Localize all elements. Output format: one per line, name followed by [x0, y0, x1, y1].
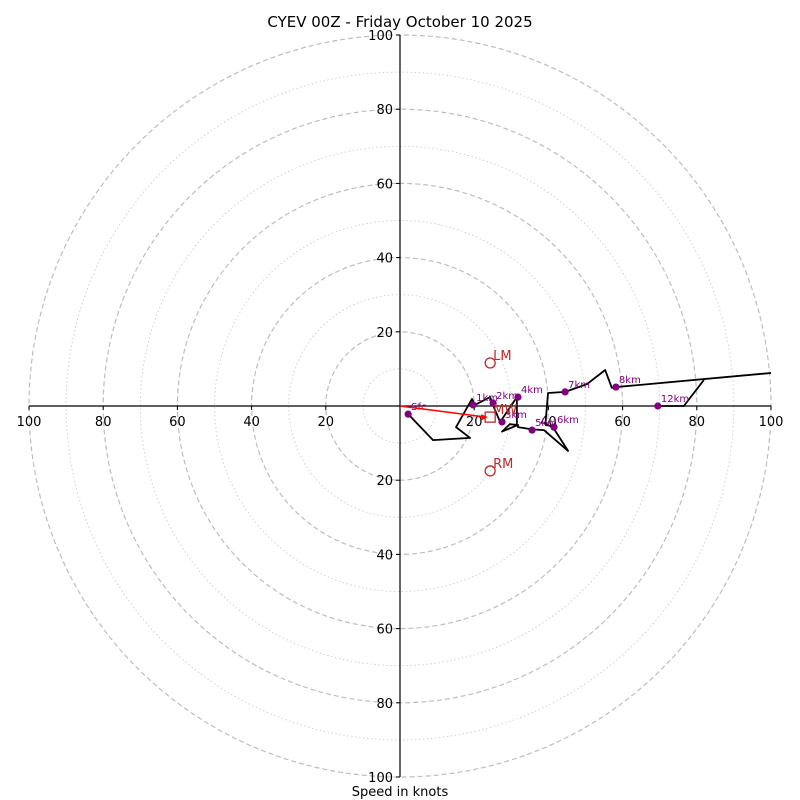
- y-tick-label: 40: [376, 252, 393, 267]
- height-marker-dot: [550, 423, 558, 431]
- height-marker-label: 4km: [521, 385, 543, 396]
- height-marker-dot: [654, 402, 662, 410]
- height-marker-dot: [498, 418, 506, 426]
- height-marker-label: 1km: [476, 393, 498, 404]
- storm-motion-lm-label: LM: [493, 349, 511, 364]
- chart-title: CYEV 00Z - Friday October 10 2025: [267, 13, 532, 31]
- y-tick-label: 60: [376, 177, 393, 192]
- height-markers: Sfc1km2km3km4km5km6km7km8km12km: [404, 375, 689, 434]
- y-tick-label: 80: [376, 697, 393, 712]
- mean-wind-vector: [399, 405, 487, 418]
- x-tick-label: 20: [466, 415, 483, 430]
- storm-motion-mw-label: MW: [493, 403, 517, 418]
- y-tick-label: 20: [376, 326, 393, 341]
- y-tick-label: 20: [376, 474, 393, 489]
- hodograph-line: [407, 369, 772, 452]
- mean-wind-arrowhead: [480, 414, 488, 421]
- x-tick-label: 60: [169, 415, 186, 430]
- height-marker-label: 8km: [619, 375, 641, 386]
- x-axis-label: Speed in knots: [352, 785, 449, 800]
- hodograph-branch-line: [657, 379, 705, 407]
- y-tick-label: 100: [368, 771, 393, 786]
- x-tick-label: 40: [243, 415, 260, 430]
- y-tick-label: 100: [368, 29, 393, 44]
- x-tick-label: 60: [614, 415, 631, 430]
- y-tick-label: 40: [376, 548, 393, 563]
- height-marker-dot: [612, 383, 620, 391]
- height-marker-dot: [561, 388, 569, 396]
- storm-motion-rm-label: RM: [493, 457, 513, 472]
- x-tick-label: 80: [689, 415, 706, 430]
- height-marker-dot: [514, 393, 522, 401]
- height-marker-dot: [469, 401, 477, 409]
- y-tick-label: 80: [376, 103, 393, 118]
- storm-motion-rm-marker: [484, 465, 496, 477]
- y-tick-label: 60: [376, 623, 393, 638]
- height-marker-label: 6km: [557, 415, 579, 426]
- storm-motions: LM RM MW: [399, 349, 517, 477]
- hodograph-trace: [407, 369, 772, 452]
- height-marker-label: 12km: [661, 394, 689, 405]
- x-tick-label: 100: [17, 415, 42, 430]
- storm-motion-mw-marker: [484, 411, 496, 423]
- x-tick-label: 80: [95, 415, 112, 430]
- height-marker-label: 7km: [568, 380, 590, 391]
- storm-motion-lm-marker: [484, 357, 496, 369]
- height-marker-dot: [528, 426, 536, 434]
- height-marker-label: 5km: [535, 418, 557, 429]
- height-marker-label: 2km: [496, 391, 518, 402]
- height-marker-label: 3km: [505, 410, 527, 421]
- height-marker-dot: [404, 410, 412, 418]
- height-marker-dot: [489, 399, 497, 407]
- x-tick-label: 20: [318, 415, 335, 430]
- x-tick-label: 100: [759, 415, 784, 430]
- tick-labels: 100 80 60 40 20 20 40 60 80 100100806040202040608…: [17, 29, 784, 786]
